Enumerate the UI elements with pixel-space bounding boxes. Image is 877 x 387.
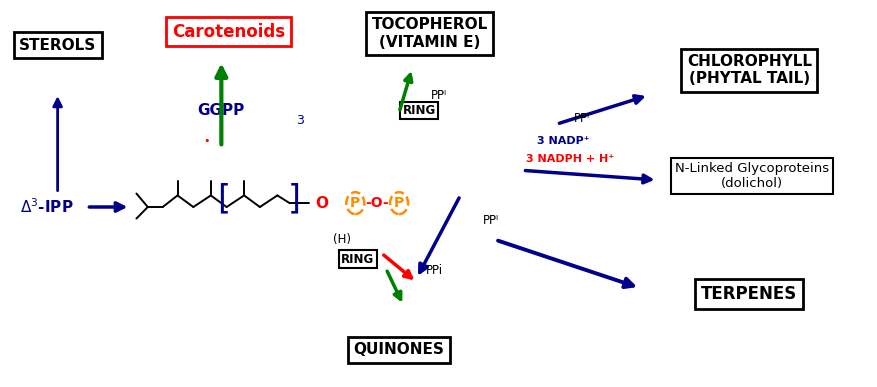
Text: PPᴵ: PPᴵ — [574, 112, 590, 125]
Text: Carotenoids: Carotenoids — [172, 22, 285, 41]
Ellipse shape — [390, 192, 408, 214]
Text: [: [ — [217, 183, 231, 216]
Ellipse shape — [346, 192, 364, 214]
Text: 3 NADP⁺: 3 NADP⁺ — [537, 137, 589, 146]
Text: N-Linked Glycoproteins
(dolichol): N-Linked Glycoproteins (dolichol) — [675, 162, 829, 190]
Text: -O-: -O- — [366, 196, 389, 210]
Text: QUINONES: QUINONES — [353, 342, 445, 357]
Text: STEROLS: STEROLS — [19, 38, 96, 53]
Text: (H): (H) — [333, 233, 351, 246]
Text: 3: 3 — [296, 114, 304, 127]
Text: CHLOROPHYLL
(PHYTAL TAIL): CHLOROPHYLL (PHYTAL TAIL) — [687, 54, 812, 86]
Text: PPᴵ: PPᴵ — [483, 214, 499, 227]
Text: ]: ] — [288, 183, 301, 216]
Text: RING: RING — [341, 253, 374, 265]
Text: $\Delta^3$-IPP: $\Delta^3$-IPP — [20, 198, 74, 216]
Text: •: • — [203, 137, 210, 146]
Text: O: O — [316, 196, 329, 211]
Text: P: P — [394, 196, 404, 210]
Text: GGPP: GGPP — [197, 103, 245, 118]
Text: 3 NADPH + H⁺: 3 NADPH + H⁺ — [526, 154, 614, 164]
Text: P: P — [350, 196, 360, 210]
Text: TERPENES: TERPENES — [702, 285, 797, 303]
Text: PPi: PPi — [425, 264, 443, 277]
Text: PPᴵ: PPᴵ — [431, 89, 446, 102]
Text: TOCOPHEROL
(VITAMIN E): TOCOPHEROL (VITAMIN E) — [372, 17, 488, 50]
Text: RING: RING — [403, 104, 436, 117]
